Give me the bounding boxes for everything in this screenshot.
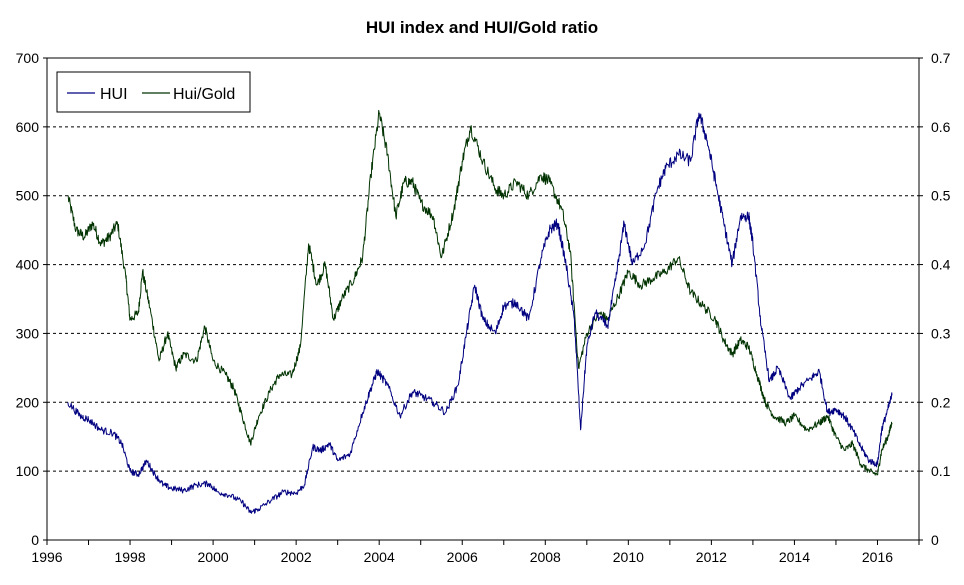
series-line-hui bbox=[67, 112, 893, 514]
legend-label-hui-gold: Hui/Gold bbox=[173, 86, 235, 103]
chart-title: HUI index and HUI/Gold ratio bbox=[366, 18, 598, 37]
y-left-tick-label: 700 bbox=[16, 50, 40, 66]
y-right-tick-label: 0.1 bbox=[931, 463, 951, 479]
legend-label-hui: HUI bbox=[100, 86, 128, 103]
y-left-tick-label: 300 bbox=[16, 325, 40, 341]
x-tick-label: 2010 bbox=[613, 549, 644, 565]
y-axis-right: 0 0.1 0.2 0.3 0.4 0.5 0.6 0.7 bbox=[919, 50, 951, 548]
x-tick-label: 2008 bbox=[530, 549, 561, 565]
y-left-tick-label: 100 bbox=[16, 463, 40, 479]
y-right-tick-label: 0 bbox=[931, 532, 939, 548]
x-axis: 1996 1998 2000 2002 2004 2006 2008 2010 2012 2014… bbox=[31, 540, 920, 565]
x-tick-label: 1996 bbox=[31, 549, 62, 565]
x-tick-label: 2006 bbox=[447, 549, 478, 565]
x-tick-label: 2014 bbox=[779, 549, 810, 565]
y-left-tick-label: 0 bbox=[31, 532, 39, 548]
x-tick-label: 2000 bbox=[198, 549, 229, 565]
y-right-tick-label: 0.4 bbox=[931, 257, 951, 273]
x-tick-label: 2012 bbox=[696, 549, 727, 565]
x-tick-label: 2004 bbox=[364, 549, 395, 565]
plot-frame bbox=[46, 57, 920, 541]
y-left-tick-label: 500 bbox=[16, 188, 40, 204]
y-right-tick-label: 0.6 bbox=[931, 119, 951, 135]
y-right-tick-label: 0.2 bbox=[931, 394, 951, 410]
y-axis-left: 0 100 200 300 400 500 600 700 bbox=[16, 50, 47, 548]
x-tick-label: 1998 bbox=[114, 549, 145, 565]
y-left-tick-label: 400 bbox=[16, 257, 40, 273]
x-tick-label: 2002 bbox=[281, 549, 312, 565]
grid-lines bbox=[47, 126, 919, 472]
y-right-tick-label: 0.5 bbox=[931, 188, 951, 204]
legend-box bbox=[56, 71, 251, 113]
y-left-tick-label: 200 bbox=[16, 394, 40, 410]
y-right-tick-label: 0.3 bbox=[931, 325, 951, 341]
x-tick-label: 2016 bbox=[862, 549, 893, 565]
series-layer bbox=[67, 109, 893, 514]
legend: HUI Hui/Gold bbox=[56, 71, 251, 113]
y-left-tick-label: 600 bbox=[16, 119, 40, 135]
y-right-tick-label: 0.7 bbox=[931, 50, 951, 66]
series-line-hui-gold bbox=[67, 109, 893, 476]
